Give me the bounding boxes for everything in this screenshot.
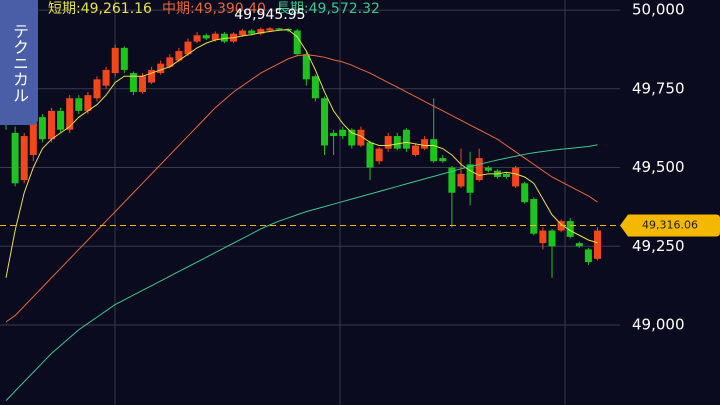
- moving-average-line: [5, 29, 598, 278]
- candle-body: [584, 249, 592, 263]
- candle-body: [157, 63, 165, 74]
- candle-body: [302, 54, 310, 80]
- candle-body: [375, 148, 383, 162]
- candle-body: [521, 183, 529, 203]
- candle-body: [539, 230, 547, 244]
- candle-body: [448, 167, 456, 193]
- candle-body: [120, 47, 128, 70]
- moving-average-line: [5, 54, 598, 323]
- candle-body: [48, 110, 55, 140]
- candle-body: [248, 30, 256, 34]
- candle-body: [384, 136, 392, 149]
- candle-body: [412, 145, 419, 155]
- high-annotation: 49,945.95: [234, 7, 305, 23]
- technical-tab[interactable]: テクニカル: [0, 0, 38, 125]
- moving-average-line: [5, 144, 598, 401]
- candle-body: [357, 129, 365, 146]
- candle-body: [311, 76, 319, 99]
- y-tick-label: 49,000: [632, 316, 685, 334]
- candle-body: [211, 33, 219, 40]
- candle-body: [548, 230, 556, 247]
- candle-body: [220, 33, 228, 42]
- candle-body: [566, 221, 574, 237]
- candle-body: [348, 129, 356, 146]
- candle-body: [503, 173, 510, 177]
- candle-body: [293, 30, 301, 55]
- candle-body: [321, 98, 328, 146]
- y-tick-label: 49,750: [632, 79, 685, 97]
- candle-body: [275, 28, 283, 30]
- candle-body: [457, 173, 465, 187]
- candle-body: [175, 51, 183, 61]
- candle-body: [202, 35, 210, 39]
- candle-body: [166, 57, 174, 67]
- current-price-tag: [620, 214, 720, 237]
- candle-body: [184, 41, 192, 55]
- candle-body: [148, 69, 156, 83]
- candle-body: [339, 129, 347, 137]
- legend-entry: 短期:49,261.16: [48, 1, 152, 17]
- candle-body: [239, 30, 247, 36]
- candle-body: [594, 230, 601, 259]
- y-tick-label: 50,000: [632, 1, 685, 19]
- candle-body: [393, 136, 401, 149]
- legend-entry: 中期:49,390.40: [162, 1, 266, 17]
- candle-body: [330, 132, 338, 137]
- candle-body: [421, 139, 429, 149]
- candle-body: [484, 167, 492, 171]
- current-price-label: 49,316.06: [642, 218, 698, 231]
- candle-body: [75, 98, 83, 111]
- candle-body: [402, 129, 410, 149]
- candle-body: [93, 79, 101, 99]
- candle-body: [57, 110, 65, 130]
- candle-body: [512, 167, 520, 187]
- candle-body: [20, 136, 28, 181]
- y-tick-label: 49,500: [632, 158, 685, 176]
- candle-body: [530, 199, 538, 234]
- candle-body: [466, 164, 474, 193]
- y-tick-label: 49,250: [632, 237, 685, 255]
- candle-body: [475, 158, 483, 181]
- candle-body: [575, 243, 583, 247]
- candle-body: [430, 139, 438, 162]
- candle-body: [129, 73, 137, 92]
- candle-body: [366, 142, 374, 168]
- candle-body: [139, 76, 146, 92]
- candle-body: [193, 35, 201, 42]
- candle-body: [257, 28, 265, 34]
- candle-body: [66, 98, 74, 130]
- candle-body: [266, 28, 274, 31]
- candle-body: [84, 95, 92, 111]
- candle-body: [29, 117, 37, 155]
- legend-entry: 長期:49,572.32: [276, 1, 380, 17]
- candle-body: [111, 47, 119, 74]
- candle-body: [11, 132, 19, 184]
- candle-body: [38, 117, 46, 140]
- candle-body: [439, 158, 447, 162]
- candle-body: [102, 69, 110, 86]
